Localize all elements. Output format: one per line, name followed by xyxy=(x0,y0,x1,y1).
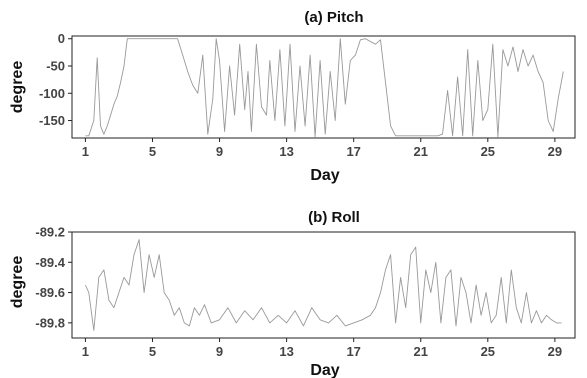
series-line xyxy=(85,38,564,138)
y-tick-label: -89.8 xyxy=(35,315,65,330)
x-tick-label: 29 xyxy=(548,144,562,159)
y-axis-ticks: 0 -50 -100 -150 xyxy=(39,31,72,128)
chart-title: (a) Pitch xyxy=(304,9,363,26)
plot-frame xyxy=(71,35,576,139)
y-tick-label: -100 xyxy=(39,86,65,101)
chart-roll: (b) Roll 1 5 9 13 17 21 25 29 -89.2-89.4-89.6-8… xyxy=(9,209,576,378)
x-tick-label: 21 xyxy=(414,144,428,159)
x-tick-label: 17 xyxy=(346,144,360,159)
x-tick-label: 17 xyxy=(346,344,360,359)
y-tick-label: -89.6 xyxy=(35,285,65,300)
x-tick-label: 9 xyxy=(216,144,223,159)
x-axis-label: Day xyxy=(310,167,339,184)
chart-pitch: (a) Pitch 1 5 9 13 17 21 25 29 0 -50 -100 -150 Day… xyxy=(9,9,576,184)
y-axis-label: degree xyxy=(9,256,26,309)
x-tick-label: 1 xyxy=(82,144,89,159)
y-axis-label: degree xyxy=(9,61,26,114)
x-tick-label: 5 xyxy=(149,144,156,159)
y-axis-ticks: -89.2 -89.4 -89.6 -89.8 xyxy=(35,225,72,330)
series-line xyxy=(84,239,562,331)
y-tick-label: -89.4 xyxy=(35,255,65,270)
x-tick-label: 1 xyxy=(82,344,89,359)
y-tick-label: -150 xyxy=(39,113,65,128)
x-tick-label: 29 xyxy=(548,344,562,359)
x-axis-label: Day xyxy=(310,362,339,378)
y-tick-label: 0 xyxy=(58,31,65,46)
x-tick-label: 9 xyxy=(216,344,223,359)
x-tick-label: 25 xyxy=(481,144,495,159)
y-tick-label: -89.2 xyxy=(35,225,65,240)
x-tick-label: 5 xyxy=(149,344,156,359)
x-axis-ticks: 1 5 9 13 17 21 25 29 xyxy=(82,138,562,159)
plot-frame xyxy=(71,231,576,339)
x-tick-label: 25 xyxy=(481,344,495,359)
y-tick-label: -50 xyxy=(46,59,65,74)
x-tick-label: 13 xyxy=(279,144,293,159)
x-axis-ticks: 1 5 9 13 17 21 25 29 xyxy=(82,338,562,359)
chart-title: (b) Roll xyxy=(308,209,360,226)
x-tick-label: 13 xyxy=(279,344,293,359)
x-tick-label: 21 xyxy=(414,344,428,359)
